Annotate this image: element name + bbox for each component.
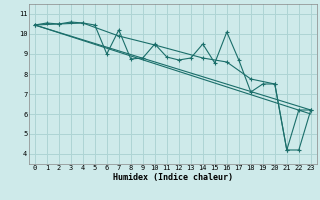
- X-axis label: Humidex (Indice chaleur): Humidex (Indice chaleur): [113, 173, 233, 182]
